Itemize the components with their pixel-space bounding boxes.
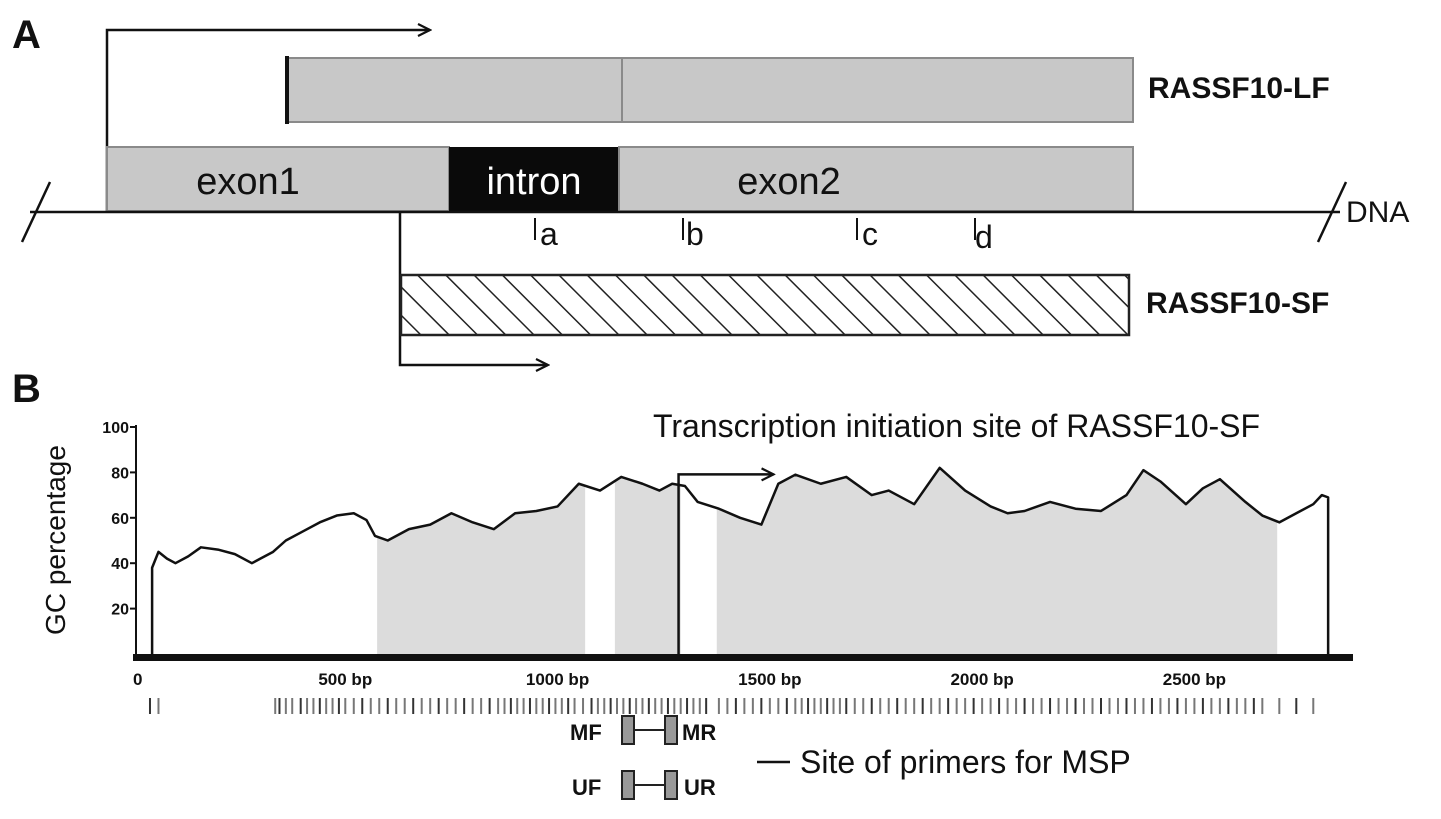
x-tick-label-1500: 1500 bp [738, 670, 801, 689]
primer-uf-label: UF [572, 775, 601, 800]
primer-legend-text: Site of primers for MSP [800, 744, 1131, 780]
primer-mr-label: MR [682, 720, 716, 745]
primer-ur-label: UR [684, 775, 716, 800]
site-b-label: b [686, 216, 704, 252]
panel-b-label: B [12, 367, 41, 411]
lf-transcript-bar [286, 57, 1134, 123]
site-c-label: c [862, 216, 878, 252]
y-tick-label-100: 100 [102, 420, 129, 437]
x-tick-label-1000: 1000 bp [526, 670, 589, 689]
exon2-label: exon2 [737, 161, 841, 203]
primer-uf-box [621, 770, 635, 800]
x-tick-label-0: 0 [133, 670, 142, 689]
site-d-label: d [975, 219, 993, 255]
dna-break-right [1316, 181, 1348, 243]
gc-content-chart: 20 40 60 80 100 0 500 bp 1000 bp 1500 bp 2000 bp 2… [102, 420, 1353, 714]
y-axis-label: GC percentage [40, 445, 71, 635]
x-tick-label-500: 500 bp [318, 670, 372, 689]
shaded-region-2 [614, 476, 681, 654]
panel-a: A RASSF10-LF exon1 intron exon2 DNA a b … [12, 13, 1409, 365]
x-tick-label-2500: 2500 bp [1163, 670, 1226, 689]
exon1-label: exon1 [196, 161, 300, 203]
dna-label: DNA [1346, 196, 1409, 229]
exon2-box [618, 146, 1134, 212]
primer-mr-box [664, 715, 678, 745]
y-tick-label-40: 40 [111, 556, 129, 573]
sf-label: RASSF10-SF [1146, 287, 1329, 320]
lf-label: RASSF10-LF [1148, 72, 1330, 105]
sf-start-arrow [398, 212, 548, 365]
shaded-region-1 [377, 483, 586, 654]
x-axis-bar [133, 654, 1353, 661]
transcription-start-annotation: Transcription initiation site of RASSF10… [653, 408, 1260, 444]
x-tick-label-2000: 2000 bp [950, 670, 1013, 689]
panel-a-label: A [12, 13, 41, 57]
gc-series-line [150, 466, 1330, 654]
sf-transcript-bar [399, 273, 1131, 337]
dna-break-left [20, 181, 52, 243]
transcription-start-arrow [677, 474, 774, 654]
intron-box [449, 147, 619, 211]
shaded-region-3 [716, 467, 1278, 654]
exon1-box [106, 146, 450, 212]
y-tick-label-60: 60 [111, 511, 129, 528]
primer-mf-box [621, 715, 635, 745]
site-a-label: a [540, 216, 558, 252]
y-tick-label-80: 80 [111, 465, 129, 482]
y-tick-label-20: 20 [111, 602, 129, 619]
primer-ur-box [664, 770, 678, 800]
primer-legend: MF MR UF UR Site of primers for MSP [570, 715, 1131, 800]
intron-label: intron [486, 161, 581, 203]
primer-mf-label: MF [570, 720, 602, 745]
panel-b: B GC percentage 20 40 60 80 100 0 500 bp 1000 b… [12, 367, 1353, 800]
